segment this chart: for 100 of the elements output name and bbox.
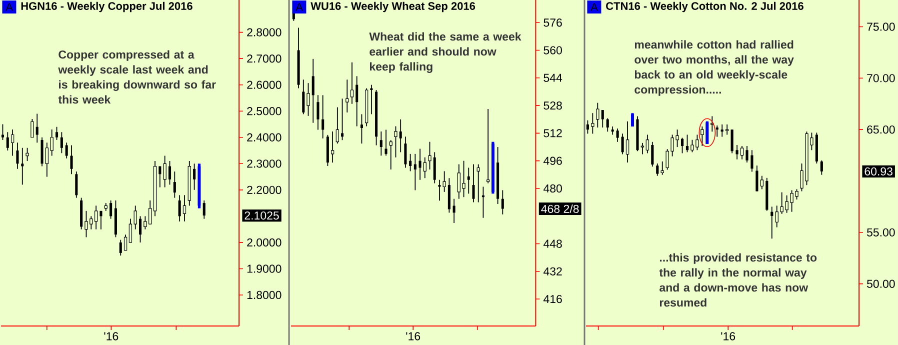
candlestick xyxy=(486,108,490,184)
y-tick-label: 2.2000 xyxy=(247,186,282,194)
chart-title: WU16 - Weekly Wheat Sep 2016 xyxy=(310,2,476,12)
candlestick xyxy=(706,120,709,146)
text: 60.93 xyxy=(864,167,892,176)
candlestick xyxy=(586,120,589,134)
candlestick xyxy=(621,133,624,155)
candlestick xyxy=(26,147,29,162)
candlestick xyxy=(616,128,619,142)
y-tick-label: 2.8000 xyxy=(247,28,282,36)
candlestick xyxy=(725,124,729,136)
candlestick xyxy=(404,136,407,168)
chart-title: CTN16 - Weekly Cotton No. 2 Jul 2016 xyxy=(606,2,804,12)
candlestick xyxy=(476,164,480,203)
candlestick xyxy=(60,132,63,154)
candlestick xyxy=(740,146,744,160)
candlestick xyxy=(700,126,704,146)
candlestick xyxy=(651,141,654,168)
candlestick xyxy=(65,142,68,159)
candlestick xyxy=(158,166,162,188)
candlestick xyxy=(139,216,142,243)
candlestick xyxy=(21,147,24,186)
candlestick xyxy=(173,171,176,198)
annotation: A xyxy=(590,3,598,11)
candlestick xyxy=(418,148,422,180)
candlestick xyxy=(428,141,432,170)
candlestick xyxy=(591,112,594,134)
y-tick-label: 65.00 xyxy=(867,125,895,134)
candlestick xyxy=(389,140,392,170)
y-tick-label: 70.00 xyxy=(867,74,895,82)
candlestick xyxy=(409,153,412,172)
candlestick xyxy=(6,132,9,151)
candlestick xyxy=(384,129,388,156)
candlestick xyxy=(182,194,186,222)
candlestick xyxy=(341,98,344,141)
candlestick xyxy=(356,76,358,127)
candlestick xyxy=(736,144,738,160)
y-tick-label: 496 xyxy=(543,156,562,165)
y-tick-label: 480 xyxy=(543,184,562,193)
candlestick xyxy=(394,126,398,158)
candlestick xyxy=(472,164,475,203)
candlestick xyxy=(50,129,54,156)
annotation: ...this provided resistance to the rally in the normal way and a down-move has now resumed xyxy=(659,253,817,307)
candlestick xyxy=(631,112,634,128)
y-tick-label: 2.3000 xyxy=(247,160,282,168)
candlestick xyxy=(770,206,774,240)
text: 2.1025 xyxy=(244,211,279,220)
candlestick xyxy=(646,134,650,154)
candlestick xyxy=(433,152,436,184)
candlestick xyxy=(134,205,137,230)
y-tick-label: 512 xyxy=(544,129,562,138)
y-tick-label: 2.4000 xyxy=(247,133,282,142)
y-tick-label: 75.00 xyxy=(867,22,895,31)
candlestick xyxy=(306,82,310,116)
candlestick xyxy=(322,94,324,139)
annotation: Copper compressed at a weekly scale last week and is breaking downward so far this week xyxy=(58,50,216,104)
candlestick xyxy=(350,62,354,104)
candlestick xyxy=(750,150,754,172)
candlestick xyxy=(656,163,659,176)
text: '16 xyxy=(406,332,420,340)
text: '16 xyxy=(104,332,118,340)
y-tick-label: 544 xyxy=(544,74,562,82)
y-tick-label: 1.9000 xyxy=(247,264,282,273)
candlestick xyxy=(380,131,382,156)
candlestick xyxy=(312,58,314,124)
candlestick xyxy=(730,129,734,154)
y-tick-label: 50.00 xyxy=(866,280,895,288)
candlestick xyxy=(124,234,128,251)
candlestick xyxy=(756,165,758,192)
candlestick xyxy=(399,118,402,153)
candlestick xyxy=(640,142,644,155)
candlestick xyxy=(467,167,470,194)
annotation: Wheat did the same a week earlier and should now keep falling xyxy=(369,32,522,73)
candlestick xyxy=(198,162,201,210)
candlestick xyxy=(70,144,73,175)
candlestick xyxy=(501,190,504,215)
candlestick xyxy=(1,124,4,140)
candlestick xyxy=(423,156,426,179)
candlestick xyxy=(302,79,305,115)
candlestick xyxy=(746,146,748,163)
candlestick xyxy=(680,137,684,154)
candlestick xyxy=(168,160,172,186)
candlestick xyxy=(75,171,78,198)
candlestick xyxy=(716,125,718,138)
y-tick-label: 2.0000 xyxy=(247,238,282,247)
candlestick xyxy=(720,124,724,138)
candlestick xyxy=(601,110,604,128)
candlestick xyxy=(40,136,44,167)
y-tick-label: 448 xyxy=(543,240,562,248)
candlestick xyxy=(820,160,823,176)
text: 468 2/8 xyxy=(541,204,579,213)
y-tick-label: 416 xyxy=(543,294,562,304)
candlestick xyxy=(330,131,334,164)
candlestick xyxy=(55,126,58,140)
candlestick xyxy=(596,102,600,128)
candlestick xyxy=(760,175,764,190)
text: '16 xyxy=(721,332,736,340)
candlestick xyxy=(414,153,416,191)
candlestick xyxy=(360,114,363,144)
candlestick xyxy=(30,118,34,138)
